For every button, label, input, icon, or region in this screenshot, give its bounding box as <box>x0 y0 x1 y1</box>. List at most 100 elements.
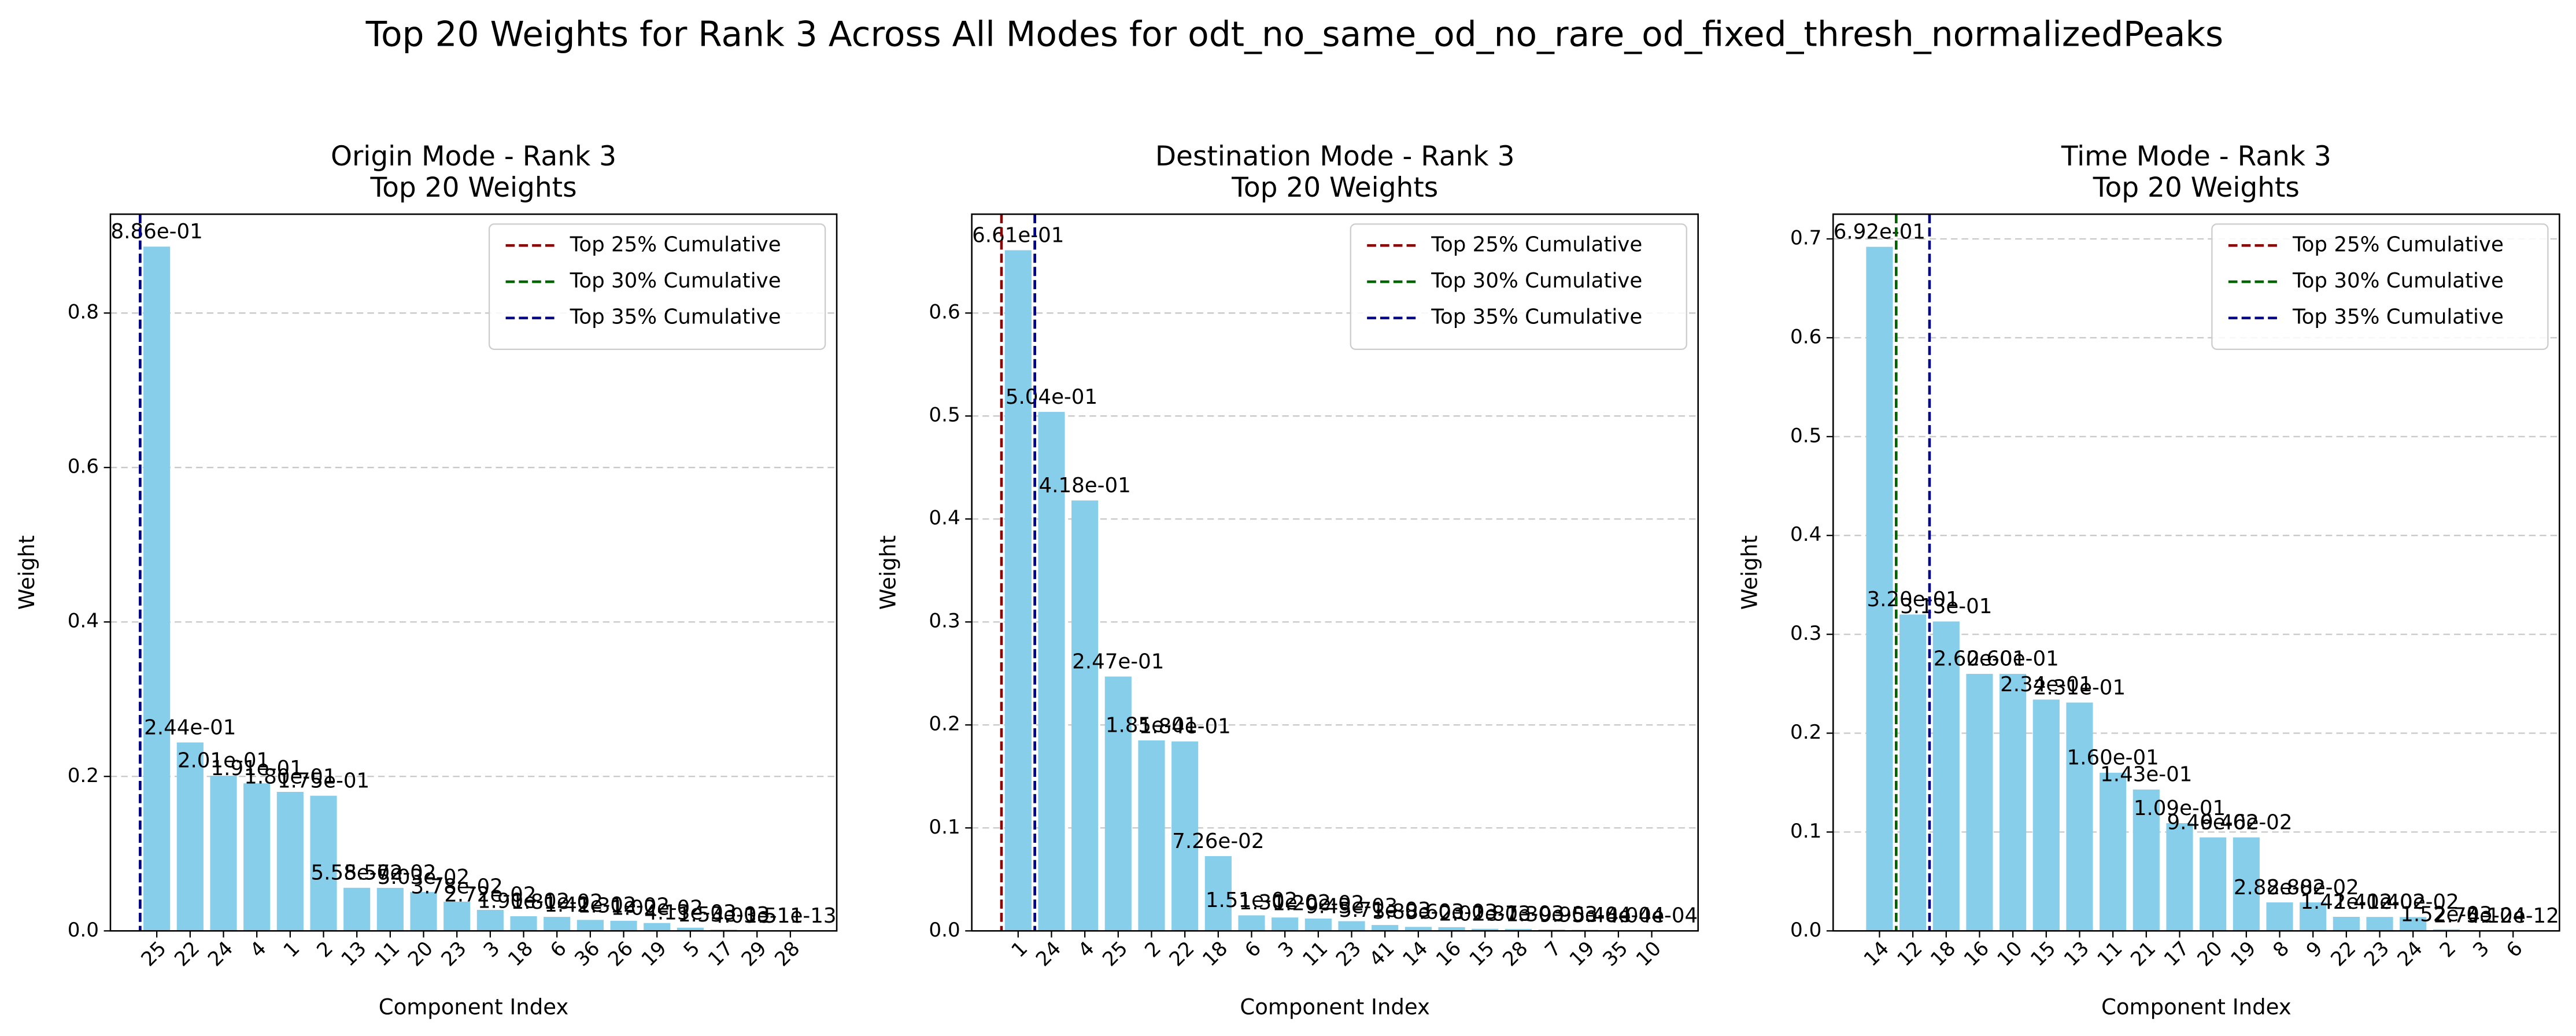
bar <box>2200 837 2227 931</box>
x-tick-label: 35 <box>1598 937 1632 971</box>
x-tick-label: 22 <box>170 937 204 971</box>
x-tick-label: 15 <box>1465 937 1499 971</box>
x-tick-label: 24 <box>1032 937 1066 971</box>
bar <box>644 923 671 931</box>
value-label: 1.53e-03 <box>678 903 770 927</box>
value-label: 7.26e-02 <box>1172 829 1264 853</box>
x-tick-label: 18 <box>504 937 538 971</box>
bar <box>476 909 504 931</box>
bar <box>1866 246 1893 931</box>
x-tick-label: 3 <box>479 937 505 963</box>
value-label: 1.84e-01 <box>1139 714 1231 738</box>
x-tick-label: 16 <box>1960 937 1994 971</box>
subplot-title: Destination Mode - Rank 3 <box>1155 141 1515 172</box>
y-tick-label: 0.6 <box>929 301 960 324</box>
value-label: 5.03e-02 <box>378 865 470 889</box>
y-tick-label: 0.3 <box>929 610 960 633</box>
legend-label: Top 35% Cumulative <box>570 305 781 329</box>
bar <box>143 246 171 931</box>
bar <box>1304 918 1332 931</box>
bar <box>2032 699 2060 931</box>
x-tick-label: 24 <box>2393 937 2427 971</box>
value-label: 2.60e-01 <box>1934 647 2026 671</box>
bar <box>443 901 471 931</box>
bar <box>1932 621 1960 931</box>
legend-label: Top 25% Cumulative <box>2292 233 2504 256</box>
bar <box>1238 915 1265 931</box>
value-label: 2.34e-01 <box>2000 673 2092 696</box>
value-label: 1.91e-01 <box>211 757 303 780</box>
axes-frame <box>971 213 1699 932</box>
bar <box>576 920 604 931</box>
axes-frame <box>1832 213 2560 932</box>
value-label: 9.46e-02 <box>2167 810 2259 834</box>
x-tick-label: 2 <box>2435 937 2461 963</box>
bar <box>1505 928 1532 931</box>
bar <box>176 742 204 931</box>
bar <box>1038 412 1065 931</box>
value-label: 1.81e-02 <box>511 890 603 914</box>
x-tick-label: 6 <box>1240 937 1266 963</box>
x-tick-label: 13 <box>2060 937 2094 971</box>
y-tick-label: 0.2 <box>68 764 99 787</box>
value-label: 2.72e-02 <box>444 883 536 907</box>
x-tick-label: 6 <box>2502 937 2527 963</box>
x-tick-label: 20 <box>2193 937 2227 971</box>
x-tick-label: 22 <box>1165 937 1199 971</box>
value-label: 2.02e-03 <box>1439 902 1531 926</box>
y-tick-label: 0.6 <box>68 455 99 478</box>
bar <box>2000 673 2027 931</box>
bar <box>2133 789 2160 931</box>
bar <box>2300 902 2327 931</box>
bar <box>1272 917 1299 931</box>
y-axis-label: Weight <box>14 535 39 610</box>
x-tick-label: 41 <box>1365 937 1399 971</box>
x-tick-label: 23 <box>437 937 471 971</box>
value-label: 1.52e-03 <box>2400 902 2492 926</box>
x-tick-label: 29 <box>737 937 771 971</box>
x-tick-label: 10 <box>1632 937 1666 971</box>
x-tick-label: 24 <box>204 937 238 971</box>
x-tick-label: 18 <box>1198 937 1232 971</box>
x-tick-label: 3 <box>1274 937 1299 963</box>
x-tick-label: 4 <box>246 937 271 963</box>
x-tick-label: 23 <box>1332 937 1366 971</box>
bar <box>2066 702 2093 931</box>
y-axis-label: Weight <box>1737 535 1762 610</box>
y-tick-label: 0.1 <box>1790 820 1821 843</box>
subplot: 0.0 0.1 0.2 0.3 0.4 0.5 0.6 0.7 1412181610151311… <box>1737 141 2560 1020</box>
value-label: 3.13e-01 <box>1900 595 1992 618</box>
value-label: 3.20e-01 <box>1867 588 1958 611</box>
x-tick-label: 14 <box>1398 937 1432 971</box>
legend-box <box>1350 223 1687 350</box>
y-tick-label: 0.4 <box>929 507 960 530</box>
value-label: 6.61e-01 <box>972 223 1064 247</box>
x-tick-label: 17 <box>704 937 738 971</box>
y-tick-label: 0.8 <box>68 301 99 324</box>
bar <box>376 887 404 931</box>
x-tick-label: 28 <box>1498 937 1532 971</box>
bar <box>2400 917 2427 931</box>
x-tick-label: 22 <box>2326 937 2360 971</box>
x-axis-label: Component Index <box>379 995 569 1020</box>
x-tick-label: 2 <box>1140 937 1166 963</box>
value-label: 1.02e-02 <box>611 896 703 920</box>
x-tick-label: 25 <box>1098 937 1132 971</box>
x-tick-label: 1 <box>1007 937 1033 963</box>
x-tick-label: 4 <box>1074 937 1099 963</box>
x-tick-label: 28 <box>770 937 804 971</box>
bar <box>1204 856 1232 931</box>
x-tick-label: 14 <box>1860 937 1894 971</box>
value-label: 2.01e-01 <box>178 749 269 773</box>
legend-label: Top 30% Cumulative <box>570 269 781 293</box>
x-tick-label: 26 <box>604 937 638 971</box>
legend-label: Top 30% Cumulative <box>2292 269 2504 293</box>
value-label: 1.87e-03 <box>1472 902 1564 926</box>
bar <box>1966 673 1993 931</box>
value-label: 1.80e-01 <box>244 765 336 789</box>
x-tick-label: 8 <box>2268 937 2294 963</box>
value-label: 2.31e-01 <box>2034 676 2126 699</box>
value-label: 1.40e-02 <box>2367 890 2459 914</box>
